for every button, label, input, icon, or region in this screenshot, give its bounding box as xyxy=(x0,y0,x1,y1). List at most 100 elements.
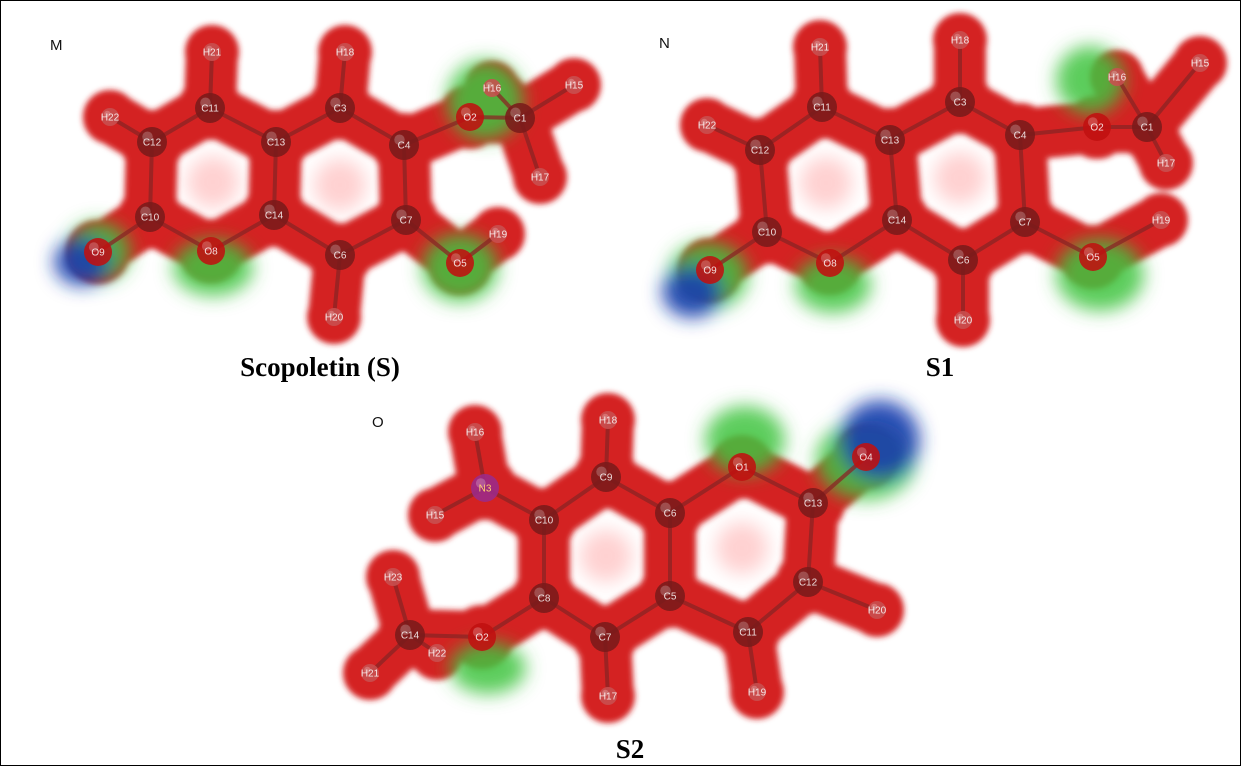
atom-h23: H23 xyxy=(384,568,403,586)
atom-sphere xyxy=(655,581,685,611)
atom-sphere xyxy=(945,87,975,117)
atom-label: H19 xyxy=(1152,216,1171,227)
atom-c3: C3 xyxy=(325,93,355,123)
atom-sphere xyxy=(948,245,978,275)
atom-sphere xyxy=(745,135,775,165)
atom-o5: O5 xyxy=(1079,243,1107,271)
atom-h19: H19 xyxy=(489,225,508,243)
atom-sphere xyxy=(325,308,343,326)
atom-h16: H16 xyxy=(466,423,485,441)
atom-h22: H22 xyxy=(101,108,120,126)
atom-h17: H17 xyxy=(531,168,550,186)
atom-label: O5 xyxy=(1086,253,1100,264)
atom-c12: C12 xyxy=(137,127,167,157)
atom-label: H18 xyxy=(951,36,970,47)
atom-h16: H16 xyxy=(483,79,502,97)
atom-label: C7 xyxy=(1019,218,1032,229)
atom-c10: C10 xyxy=(529,505,559,535)
atom-sphere xyxy=(389,130,419,160)
caption-s2: S2 xyxy=(615,734,645,764)
atom-o9: O9 xyxy=(84,238,112,266)
atom-label: H22 xyxy=(428,649,447,660)
atom-sphere xyxy=(954,311,972,329)
atom-o8: O8 xyxy=(816,249,844,277)
atom-sphere xyxy=(197,237,225,265)
atom-label: C1 xyxy=(514,114,527,125)
atom-sphere xyxy=(261,127,291,157)
atom-sphere xyxy=(325,93,355,123)
atom-label: H22 xyxy=(698,121,717,132)
atom-sphere xyxy=(428,644,446,662)
atom-sphere xyxy=(529,505,559,535)
atom-label: O8 xyxy=(204,247,218,258)
atom-c10: C10 xyxy=(752,217,782,247)
atom-label: C7 xyxy=(400,216,413,227)
atom-c10: C10 xyxy=(135,202,165,232)
atom-h18: H18 xyxy=(336,43,355,61)
atom-label: C8 xyxy=(538,594,551,605)
atom-c7: C7 xyxy=(391,205,421,235)
atom-sphere xyxy=(391,205,421,235)
atom-o1: O1 xyxy=(728,453,756,481)
atom-c4: C4 xyxy=(389,130,419,160)
atom-sphere xyxy=(203,43,221,61)
atom-label: H17 xyxy=(1157,159,1176,170)
atom-h19: H19 xyxy=(1152,211,1171,229)
atom-sphere xyxy=(384,568,402,586)
atom-h19: H19 xyxy=(748,683,767,701)
atom-label: C12 xyxy=(751,146,770,157)
atom-o8: O8 xyxy=(197,237,225,265)
atom-label: O2 xyxy=(1090,123,1104,134)
atom-label: C10 xyxy=(141,213,160,224)
atom-label: C3 xyxy=(334,104,347,115)
atom-label: H16 xyxy=(483,84,502,95)
atom-h22: H22 xyxy=(698,116,717,134)
atom-label: H21 xyxy=(203,48,222,59)
atom-sphere xyxy=(137,127,167,157)
atom-sphere xyxy=(1108,68,1126,86)
atom-c11: C11 xyxy=(195,93,225,123)
atom-label: O8 xyxy=(823,259,837,270)
caption-s1: S1 xyxy=(925,352,955,382)
atom-h15: H15 xyxy=(1191,54,1210,72)
atom-sphere xyxy=(489,225,507,243)
atom-label: C6 xyxy=(334,251,347,262)
atom-label: C14 xyxy=(401,631,420,642)
atom-c7: C7 xyxy=(590,622,620,652)
atom-sphere xyxy=(951,31,969,49)
atom-sphere xyxy=(505,103,535,133)
atom-sphere xyxy=(466,423,484,441)
atom-o4: O4 xyxy=(852,443,880,471)
atom-sphere xyxy=(590,622,620,652)
atom-c12: C12 xyxy=(793,567,823,597)
atom-label: O5 xyxy=(453,259,467,270)
atom-h20: H20 xyxy=(954,311,973,329)
atom-h18: H18 xyxy=(599,411,618,429)
atom-h17: H17 xyxy=(599,687,618,705)
atom-label: C4 xyxy=(1014,131,1027,142)
atom-label: O9 xyxy=(703,266,717,277)
atom-label: C1 xyxy=(1141,123,1154,134)
atom-o5: O5 xyxy=(446,249,474,277)
panel-label-n: N xyxy=(659,35,670,52)
atom-label: H21 xyxy=(361,669,380,680)
atom-sphere xyxy=(471,474,499,502)
atom-sphere xyxy=(655,498,685,528)
atom-c13: C13 xyxy=(261,127,291,157)
atom-sphere xyxy=(1079,243,1107,271)
atom-n3: N3 xyxy=(471,474,499,502)
atom-h20: H20 xyxy=(325,308,344,326)
atom-sphere xyxy=(599,687,617,705)
atom-c8: C8 xyxy=(529,583,559,613)
atom-c12: C12 xyxy=(745,135,775,165)
atom-sphere xyxy=(752,217,782,247)
atom-h21: H21 xyxy=(361,664,380,682)
atom-sphere xyxy=(1005,120,1035,150)
atom-sphere xyxy=(811,38,829,56)
atom-sphere xyxy=(468,623,496,651)
atom-c14: C14 xyxy=(259,200,289,230)
atom-sphere xyxy=(101,108,119,126)
atom-label: H22 xyxy=(101,113,120,124)
atom-label: O1 xyxy=(735,463,749,474)
atom-c1: C1 xyxy=(1132,112,1162,142)
